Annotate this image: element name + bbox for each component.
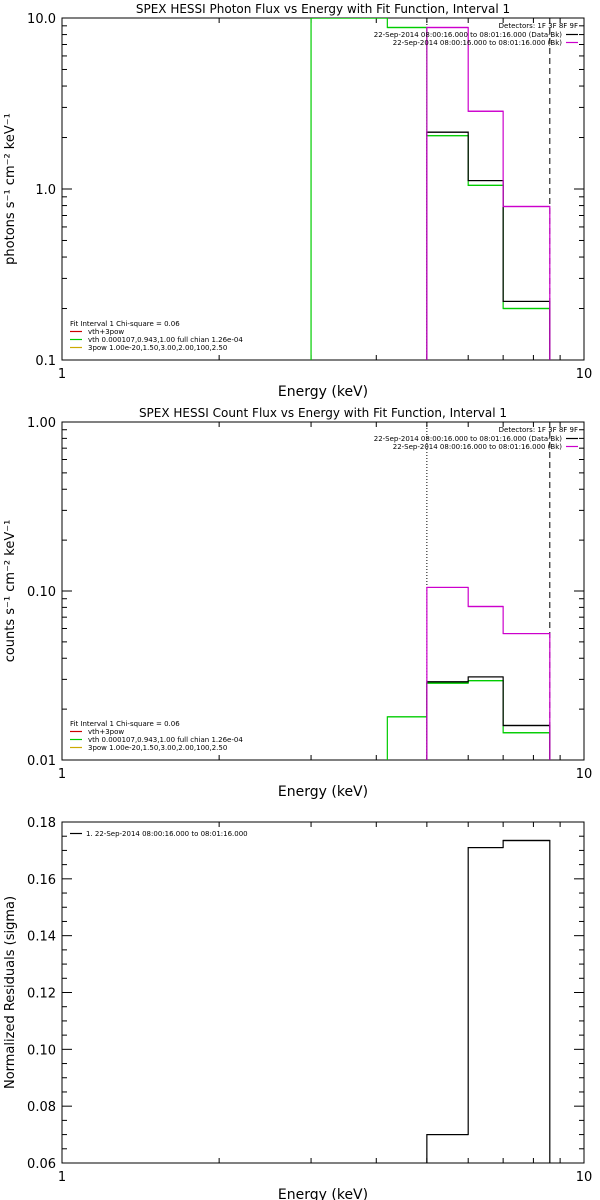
series-1	[426, 839, 551, 1163]
y-axis-label: counts s⁻¹ cm⁻² keV⁻¹	[3, 520, 18, 663]
chart-1: 1 10 0.1 1.0 10.0 SPEX HESSI Photon Flux vs E…	[3, 2, 592, 400]
legend-entry: 3pow 1.00e-20,1.50,3.00,2.00,100,2.50	[88, 744, 227, 752]
y-tick-label: 0.06	[27, 1157, 56, 1172]
x-tick-label: 10	[576, 367, 593, 382]
step-outline	[426, 839, 551, 1163]
legend-entry: 1. 22-Sep-2014 08:00:16.000 to 08:01:16.…	[86, 830, 248, 838]
legend-header: Detectors: 1F 3F 8F 9F	[499, 22, 578, 30]
y-tick-label: 1.0	[35, 183, 56, 198]
series-1	[386, 680, 551, 760]
x-tick-label: 10	[576, 1170, 593, 1185]
chart-2: 1 10 0.01 0.10 1.00 SPEX HESSI Count Flux vs …	[3, 406, 592, 800]
legend-entry: 22-Sep-2014 08:00:16.000 to 08:01:16.000…	[393, 39, 563, 47]
series-1	[310, 18, 551, 360]
step-outline	[426, 676, 551, 760]
x-tick-label: 1	[58, 367, 66, 382]
x-tick-label: 1	[58, 1170, 66, 1185]
y-tick-label: 0.08	[27, 1100, 56, 1115]
y-tick-label: 0.12	[27, 987, 56, 1002]
legend-entry: vth+3pow	[88, 328, 124, 336]
legend-header: Fit Interval 1 Chi-square = 0.06	[70, 320, 180, 328]
step-outline	[310, 18, 551, 360]
x-axis-label: Energy (keV)	[278, 1187, 368, 1200]
y-tick-label: 0.01	[27, 754, 56, 769]
series-2	[426, 131, 551, 360]
legend-entry: vth 0.000107,0.943,1.00 full chian 1.26e…	[88, 736, 243, 744]
y-tick-label: 0.10	[27, 585, 56, 600]
y-tick-label: 0.14	[27, 930, 56, 945]
y-axis-label: Normalized Residuals (sigma)	[3, 896, 18, 1089]
series-3	[426, 586, 551, 760]
x-tick-label: 10	[576, 767, 593, 782]
legend-entry: 22-Sep-2014 08:00:16.000 to 08:01:16.000…	[374, 435, 563, 443]
legend-header: Detectors: 1F 3F 8F 9F	[499, 426, 578, 434]
x-axis-label: Energy (keV)	[278, 384, 368, 400]
legend-entry: vth 0.000107,0.943,1.00 full chian 1.26e…	[88, 336, 243, 344]
y-tick-label: 0.1	[35, 354, 56, 369]
x-axis-label: Energy (keV)	[278, 784, 368, 800]
legend-bottom: Fit Interval 1 Chi-square = 0.06vth+3pow…	[70, 720, 243, 752]
legend-entry: 22-Sep-2014 08:00:16.000 to 08:01:16.000…	[374, 31, 563, 39]
data-layer	[310, 18, 551, 360]
y-tick-label: 0.10	[27, 1043, 56, 1058]
plot-frame	[61, 821, 585, 1164]
legend-header: Fit Interval 1 Chi-square = 0.06	[70, 720, 180, 728]
step-outline	[426, 26, 551, 360]
chart-3: 1 10 0.06 0.08 0.10 0.12 0.14 0.16 0.18 Energy (k…	[3, 816, 592, 1200]
step-outline	[426, 586, 551, 760]
step-outline	[386, 680, 551, 760]
legend-entry: 22-Sep-2014 08:00:16.000 to 08:01:16.000…	[393, 443, 563, 451]
data-layer	[426, 839, 551, 1163]
series-3	[426, 26, 551, 360]
plot-frame	[61, 421, 585, 761]
chart-title: SPEX HESSI Photon Flux vs Energy with Fi…	[136, 2, 510, 16]
legend-bottom: Fit Interval 1 Chi-square = 0.06vth+3pow…	[70, 320, 243, 352]
y-axis-label: photons s⁻¹ cm⁻² keV⁻¹	[3, 113, 18, 265]
series-2	[426, 676, 551, 760]
data-layer	[386, 586, 551, 760]
y-tick-label: 0.16	[27, 873, 56, 888]
chart-title: SPEX HESSI Count Flux vs Energy with Fit…	[139, 406, 507, 420]
x-tick-label: 1	[58, 767, 66, 782]
y-tick-label: 10.0	[27, 12, 56, 27]
legend-entry: vth+3pow	[88, 728, 124, 736]
legend: 1. 22-Sep-2014 08:00:16.000 to 08:01:16.…	[70, 830, 248, 838]
y-tick-label: 1.00	[27, 416, 56, 431]
legend-entry: 3pow 1.00e-20,1.50,3.00,2.00,100,2.50	[88, 344, 227, 352]
y-tick-label: 0.18	[27, 816, 56, 831]
step-outline	[426, 131, 551, 360]
